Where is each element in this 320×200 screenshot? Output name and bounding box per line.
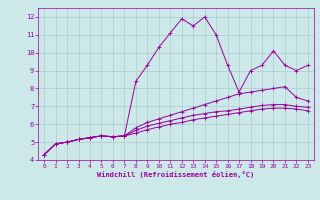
X-axis label: Windchill (Refroidissement éolien,°C): Windchill (Refroidissement éolien,°C) xyxy=(97,171,255,178)
